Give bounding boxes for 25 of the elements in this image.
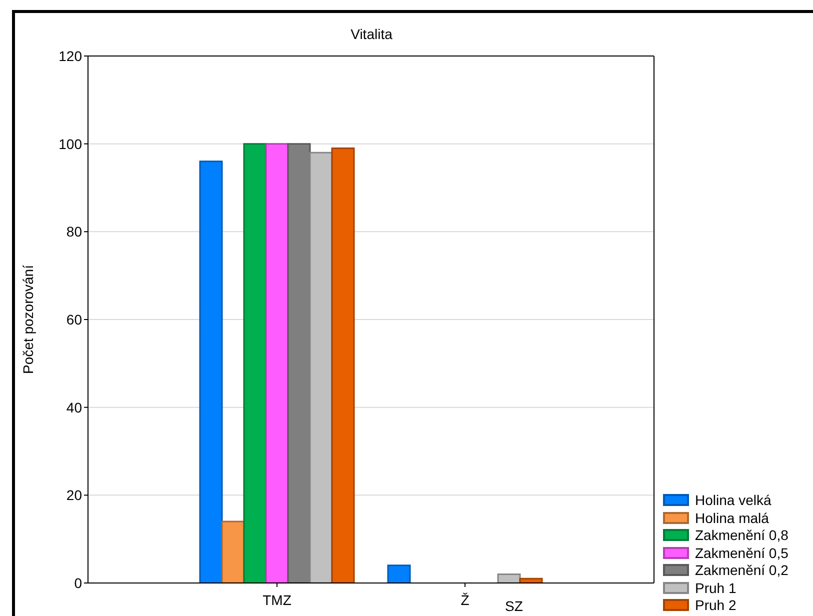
bar	[243, 143, 267, 583]
y-tick-label: 80	[66, 224, 82, 240]
category-label: Ž SZ	[460, 592, 523, 614]
legend-label: Zakmenění 0,5	[695, 544, 788, 561]
y-tick-label: 0	[74, 574, 82, 591]
bar	[387, 564, 411, 583]
y-axis-title: Počet pozorování	[20, 264, 36, 374]
bar	[497, 573, 521, 583]
legend-label: Zakmenění 0,8	[695, 527, 788, 544]
legend-label: Zakmenění 0,2	[695, 562, 788, 578]
y-tick-label: 60	[66, 311, 82, 328]
bar	[331, 147, 355, 583]
legend-label: Holina malá	[695, 510, 769, 526]
bar	[221, 520, 245, 583]
y-tick-label: 20	[66, 487, 82, 504]
chart-title: Vitalita	[350, 26, 394, 42]
bar	[265, 143, 289, 583]
y-tick-label: 100	[58, 136, 82, 152]
legend-label: Pruh 1	[695, 580, 736, 596]
legend-label: Holina velká	[695, 492, 772, 508]
y-tick-label: 40	[66, 399, 82, 416]
bar	[199, 160, 223, 583]
x-tick-label: TMZ	[262, 592, 292, 608]
y-tick-label: 120	[58, 48, 82, 64]
legend-label: Pruh 2	[695, 597, 736, 614]
